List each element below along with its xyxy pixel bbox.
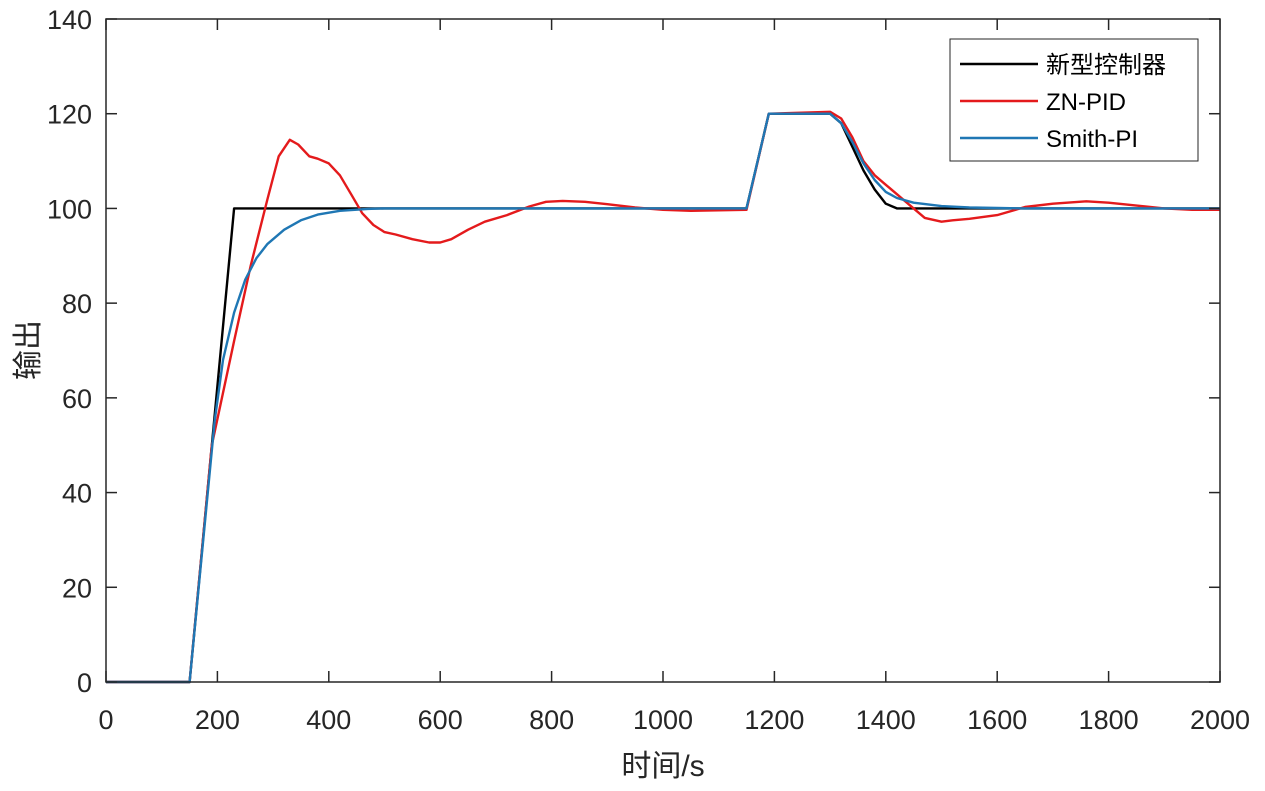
y-tick-label: 60: [62, 384, 92, 414]
y-tick-label: 40: [62, 479, 92, 509]
legend-label-series-2: ZN-PID: [1046, 89, 1126, 116]
series-line-2: [106, 110, 1220, 684]
x-axis-label: 时间/s: [621, 750, 704, 783]
x-tick-label: 0: [98, 705, 113, 735]
y-tick-label: 80: [62, 289, 92, 319]
x-tick-label: 1600: [967, 705, 1027, 735]
x-tick-label: 1000: [633, 705, 693, 735]
series-layer: [106, 110, 1220, 684]
x-tick-label: 1800: [1079, 705, 1139, 735]
y-tick-label: 20: [62, 573, 92, 603]
y-tick-label: 0: [77, 668, 92, 698]
x-tick-label: 400: [306, 705, 351, 735]
x-tick-label: 1400: [856, 705, 916, 735]
series-line-3: [106, 112, 1220, 684]
legend-label-series-1: 新型控制器: [1046, 52, 1166, 79]
y-tick-label: 140: [47, 5, 92, 35]
x-tick-label: 1200: [744, 705, 804, 735]
x-tick-label: 2000: [1190, 705, 1250, 735]
y-tick-label: 100: [47, 194, 92, 224]
legend: 新型控制器 ZN-PID Smith-PI: [949, 38, 1199, 162]
x-tick-label: 800: [529, 705, 574, 735]
x-tick-label: 600: [418, 705, 463, 735]
legend-label-series-3: Smith-PI: [1046, 126, 1138, 153]
y-axis: 0 20 40 60 80 100 120 140: [47, 5, 1220, 698]
x-tick-label: 200: [195, 705, 240, 735]
x-axis: 0 200 400 600 800 1000 1200 1400 1600 1800 2000: [98, 19, 1250, 735]
y-axis-label: 输出: [12, 320, 45, 380]
y-tick-label: 120: [47, 100, 92, 130]
